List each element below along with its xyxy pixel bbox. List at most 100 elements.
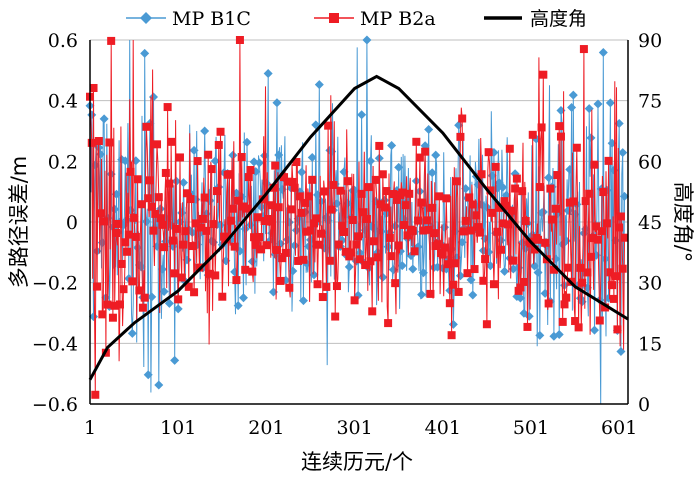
data-point <box>440 243 449 252</box>
data-point <box>401 201 410 210</box>
data-point <box>398 188 407 197</box>
data-point <box>133 175 142 184</box>
data-point <box>161 168 170 177</box>
data-point <box>228 204 237 213</box>
data-point <box>417 198 426 207</box>
data-point <box>149 226 158 235</box>
data-point <box>184 282 193 291</box>
data-point <box>108 313 117 322</box>
data-point <box>154 380 164 390</box>
data-point <box>136 262 146 272</box>
data-point <box>500 197 509 206</box>
data-point <box>306 226 315 235</box>
data-point <box>579 45 588 54</box>
data-point <box>426 289 435 298</box>
data-point <box>606 268 615 277</box>
data-point <box>568 90 578 100</box>
series-elevation-line <box>88 74 629 381</box>
data-point <box>121 238 130 247</box>
data-point <box>156 214 165 223</box>
data-point <box>438 250 447 259</box>
data-point <box>516 283 525 292</box>
data-point <box>361 261 370 270</box>
data-point <box>191 219 200 228</box>
data-point <box>378 170 387 179</box>
y-tick-label: 0.6 <box>48 30 78 52</box>
data-point <box>294 256 303 265</box>
data-point <box>556 132 565 141</box>
data-point <box>172 224 181 233</box>
data-point <box>505 144 514 153</box>
data-point <box>145 176 154 185</box>
x-tick-label: 301 <box>336 417 372 439</box>
data-point <box>507 206 516 215</box>
data-point <box>576 263 585 272</box>
data-point <box>609 294 618 303</box>
data-point <box>107 36 116 45</box>
data-point <box>385 233 394 242</box>
data-point <box>429 229 438 238</box>
data-point <box>498 182 508 192</box>
data-point <box>246 166 255 175</box>
data-point <box>452 177 461 186</box>
data-point <box>535 183 544 192</box>
data-point <box>207 165 216 174</box>
data-point <box>336 186 345 195</box>
data-point <box>87 138 96 147</box>
data-point <box>530 261 540 271</box>
data-point <box>533 268 543 278</box>
data-point <box>618 264 627 273</box>
data-point <box>458 114 467 123</box>
data-point <box>344 262 354 272</box>
data-point <box>366 257 375 266</box>
data-point <box>530 245 539 254</box>
data-point <box>142 122 151 131</box>
data-point <box>403 231 412 240</box>
data-point <box>619 191 629 201</box>
data-point <box>167 137 176 146</box>
data-point <box>218 292 227 301</box>
legend-marker <box>140 12 152 24</box>
data-point <box>454 287 463 296</box>
data-point <box>178 178 188 188</box>
data-point <box>537 123 546 132</box>
data-point <box>523 322 532 331</box>
data-point <box>451 259 460 268</box>
data-point <box>254 158 264 168</box>
data-point <box>225 170 234 179</box>
data-point <box>327 205 336 214</box>
data-point <box>583 268 592 277</box>
data-point <box>124 230 133 239</box>
data-point <box>546 184 555 193</box>
data-point <box>144 194 153 203</box>
data-point <box>174 295 183 304</box>
data-point <box>164 298 174 308</box>
y2-tick-label: 90 <box>638 30 662 52</box>
data-point <box>314 80 324 90</box>
legend-marker <box>329 13 339 23</box>
x-axis-title: 连续历元/个 <box>301 450 413 474</box>
data-point <box>262 241 271 250</box>
data-point <box>586 252 595 261</box>
data-point <box>465 193 474 202</box>
data-point <box>498 219 507 228</box>
data-point <box>461 184 471 194</box>
data-point <box>578 278 587 287</box>
data-point <box>329 180 338 189</box>
x-tick-label: 501 <box>513 417 549 439</box>
x-tick-label: 201 <box>248 417 284 439</box>
data-point <box>347 248 356 257</box>
data-point <box>534 235 543 244</box>
data-point <box>299 255 308 264</box>
data-point <box>456 132 465 141</box>
data-point <box>290 240 300 250</box>
data-point <box>417 290 427 300</box>
data-point <box>267 201 276 210</box>
data-point <box>496 245 505 254</box>
data-point <box>491 162 500 171</box>
data-point <box>611 272 620 281</box>
data-point <box>240 224 250 234</box>
data-point <box>186 195 195 204</box>
axes <box>89 40 629 405</box>
data-point <box>564 263 573 272</box>
